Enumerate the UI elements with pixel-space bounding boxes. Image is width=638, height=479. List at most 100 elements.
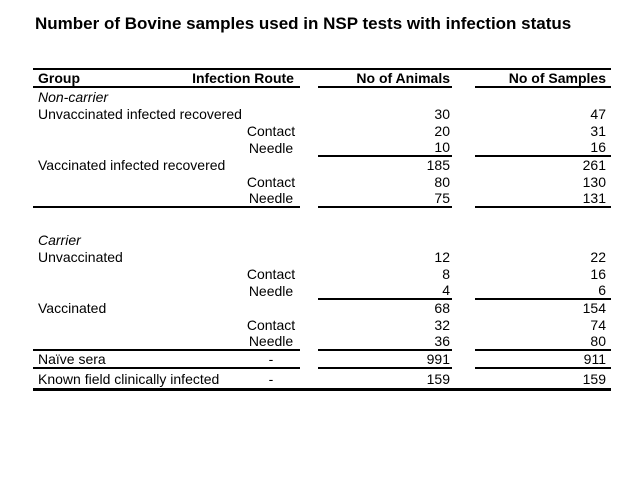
animals-cell: 10 (318, 139, 452, 157)
table-row: Vaccinated infected recovered 185 261 (33, 156, 611, 173)
group-cell (33, 316, 242, 333)
animals-cell (318, 88, 452, 105)
header-no-of-animals: No of Animals (318, 70, 452, 88)
column-gap (300, 207, 318, 231)
animals-cell (318, 231, 452, 248)
slide-title: Number of Bovine samples used in NSP tes… (35, 14, 572, 33)
column-gap (300, 156, 318, 173)
table-row: Contact 20 31 (33, 122, 611, 139)
animals-cell: 75 (318, 190, 452, 208)
column-gap (452, 207, 475, 231)
column-gap (452, 139, 475, 157)
column-gap (300, 299, 318, 316)
route-cell: Contact (246, 316, 296, 333)
samples-cell (475, 88, 611, 105)
animals-cell: 8 (442, 265, 450, 282)
column-gap (300, 316, 318, 333)
animals-cell: 80 (434, 173, 450, 190)
column-gap (452, 88, 475, 105)
route-cell (242, 88, 300, 105)
table-row: Needle 10 16 (33, 139, 611, 157)
column-gap (300, 231, 318, 248)
group-cell (33, 139, 242, 157)
animals-cell: 20 (434, 122, 450, 139)
animals-cell: 30 (434, 105, 450, 122)
samples-cell: 16 (590, 265, 606, 282)
group-cell (33, 173, 242, 190)
table-row: Contact 32 74 (33, 316, 611, 333)
column-gap (452, 231, 475, 248)
animals-cell: 68 (434, 299, 450, 316)
samples-cell (475, 231, 611, 248)
column-gap (452, 156, 475, 173)
group-cell: Vaccinated infected recovered (38, 156, 226, 173)
column-gap (300, 173, 318, 190)
route-cell: Needle (242, 190, 300, 208)
table-row: Needle 75 131 (33, 190, 611, 208)
group-cell (33, 122, 242, 139)
group-cell: Unvaccinated infected recovered (38, 105, 242, 122)
samples-table: Group Infection Route No of Animals No o… (33, 68, 611, 391)
animals-cell: 4 (318, 282, 452, 300)
group-cell (33, 282, 242, 300)
header-group: Group (33, 70, 242, 88)
column-gap (300, 139, 318, 157)
column-gap (452, 265, 475, 282)
samples-cell: 911 (475, 350, 611, 369)
column-gap (300, 265, 318, 282)
table-row: Needle 36 80 (33, 333, 611, 351)
animals-cell: 159 (426, 370, 450, 387)
route-cell (242, 299, 300, 316)
animals-cell: 36 (318, 333, 452, 351)
samples-cell: 47 (590, 105, 606, 122)
column-gap (452, 333, 475, 351)
group-cell: Carrier (38, 231, 81, 248)
group-cell (33, 333, 242, 351)
header-no-of-samples: No of Samples (475, 70, 611, 88)
column-gap (300, 282, 318, 300)
table-row: Non-carrier (33, 88, 611, 105)
column-gap (452, 299, 475, 316)
route-cell (242, 248, 300, 265)
column-gap (452, 105, 475, 122)
route-cell: Contact (246, 173, 296, 190)
group-cell: Naïve sera (33, 350, 242, 369)
column-gap (300, 122, 318, 139)
samples-cell: 16 (475, 139, 611, 157)
samples-cell (475, 207, 611, 231)
column-gap (300, 88, 318, 105)
group-cell: Non-carrier (38, 88, 109, 105)
samples-cell: 74 (590, 316, 606, 333)
table-row: Known field clinically infected - 159 15… (33, 369, 611, 388)
column-gap (452, 282, 475, 300)
column-gap (300, 333, 318, 351)
group-cell (33, 190, 242, 208)
animals-cell: 185 (426, 156, 450, 173)
animals-cell (318, 207, 452, 231)
column-gap (452, 122, 475, 139)
route-cell: Needle (248, 140, 294, 156)
group-cell: Unvaccinated (38, 248, 123, 265)
samples-cell: 261 (582, 156, 606, 173)
column-gap (452, 350, 475, 369)
column-gap (300, 369, 318, 388)
column-gap (300, 350, 318, 369)
samples-cell: 159 (582, 370, 606, 387)
column-gap (452, 248, 475, 265)
samples-cell: 31 (590, 122, 606, 139)
samples-cell: 80 (475, 333, 611, 351)
table-row: Vaccinated 68 154 (33, 299, 611, 316)
table-header-row: Group Infection Route No of Animals No o… (33, 70, 611, 88)
table-row: Naïve sera - 991 911 (33, 350, 611, 369)
column-gap (452, 316, 475, 333)
route-cell: Contact (246, 122, 296, 139)
route-cell: Contact (246, 265, 296, 282)
samples-cell: 131 (475, 190, 611, 208)
table-row: Contact 80 130 (33, 173, 611, 190)
column-gap (300, 70, 318, 88)
route-cell: Needle (248, 283, 294, 299)
column-gap (300, 105, 318, 122)
route-cell: Needle (242, 333, 300, 351)
group-cell (33, 207, 242, 231)
